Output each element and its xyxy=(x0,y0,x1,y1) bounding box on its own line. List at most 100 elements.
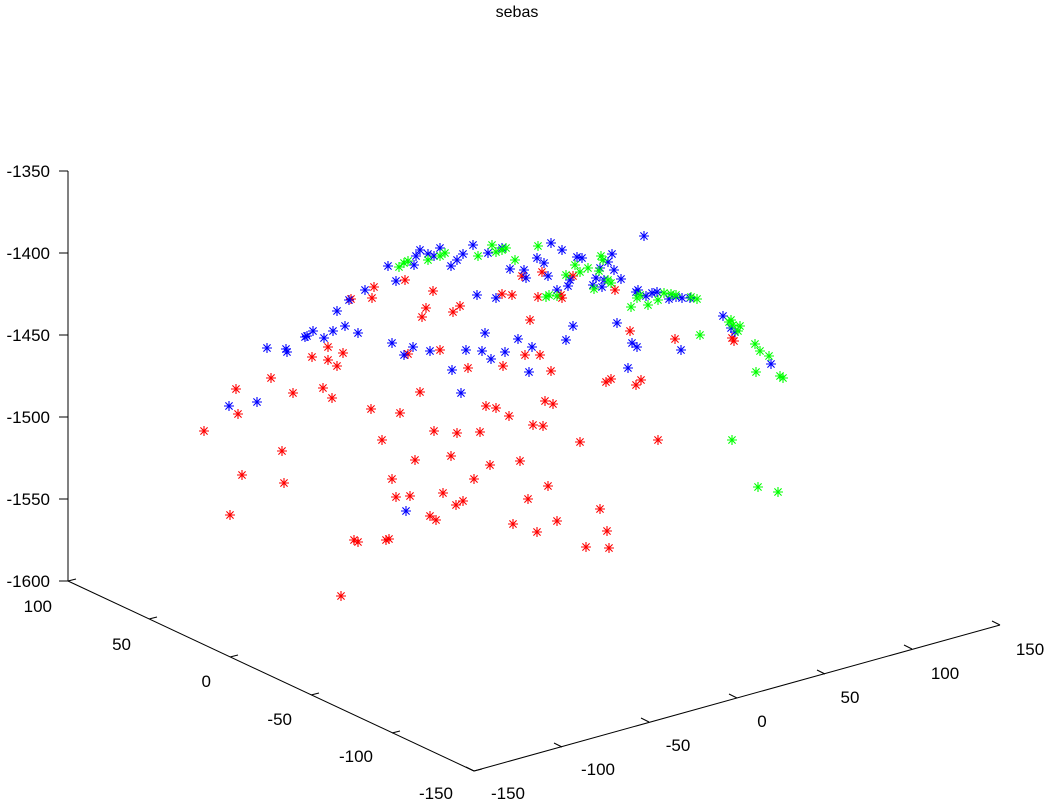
data-point-series-2 xyxy=(666,289,676,299)
data-point-series-2 xyxy=(552,291,562,301)
data-point-series-0 xyxy=(403,349,413,359)
data-point-series-0 xyxy=(381,535,391,545)
data-point-series-1 xyxy=(565,275,575,285)
data-point-series-2 xyxy=(435,251,445,261)
data-point-series-0 xyxy=(429,426,439,436)
data-point-series-2 xyxy=(778,373,788,383)
data-point-series-0 xyxy=(625,326,635,336)
data-point-series-1 xyxy=(353,328,363,338)
data-point-series-0 xyxy=(469,474,479,484)
data-point-series-1 xyxy=(401,506,411,516)
data-point-series-2 xyxy=(733,326,743,336)
data-point-series-2 xyxy=(501,243,511,253)
data-point-series-1 xyxy=(572,252,582,262)
data-point-series-0 xyxy=(435,345,445,355)
data-point-series-0 xyxy=(485,460,495,470)
data-point-series-2 xyxy=(728,320,738,330)
data-point-series-0 xyxy=(491,403,501,413)
data-point-series-0 xyxy=(546,366,556,376)
data-point-series-1 xyxy=(472,290,482,300)
data-point-series-1 xyxy=(612,318,622,328)
data-point-series-2 xyxy=(755,346,765,356)
data-point-series-1 xyxy=(491,293,501,303)
data-point-series-0 xyxy=(504,411,514,421)
data-point-series-0 xyxy=(497,289,507,299)
data-point-series-1 xyxy=(468,240,478,250)
x-axis: -150 -100 -50 0 50 100 150 xyxy=(465,620,1044,801)
data-point-series-0 xyxy=(636,375,646,385)
data-point-series-0 xyxy=(543,481,553,491)
data-point-series-0 xyxy=(532,527,542,537)
data-point-series-0 xyxy=(515,456,525,466)
data-point-series-0 xyxy=(458,496,468,506)
data-point-series-0 xyxy=(405,491,415,501)
data-point-series-2 xyxy=(497,245,507,255)
y-tick-label: -100 xyxy=(339,747,373,766)
data-point-series-0 xyxy=(601,377,611,387)
data-point-series-1 xyxy=(262,343,272,353)
data-point-series-1 xyxy=(577,253,587,263)
data-point-series-2 xyxy=(635,290,645,300)
data-point-series-0 xyxy=(602,526,612,536)
data-point-series-1 xyxy=(597,282,607,292)
data-point-series-0 xyxy=(548,399,558,409)
data-point-series-0 xyxy=(323,342,333,352)
data-point-series-1 xyxy=(387,338,397,348)
data-point-series-1 xyxy=(609,265,619,275)
data-point-series-0 xyxy=(327,393,337,403)
data-point-series-1 xyxy=(513,334,523,344)
data-point-series-1 xyxy=(328,326,338,336)
data-point-series-1 xyxy=(399,350,409,360)
data-point-series-1 xyxy=(477,346,487,356)
data-point-series-2 xyxy=(594,266,604,276)
data-point-series-0 xyxy=(199,426,209,436)
x-tick-mark xyxy=(816,669,826,675)
x-tick-label: -150 xyxy=(491,784,525,801)
data-point-series-0 xyxy=(538,421,548,431)
data-point-series-1 xyxy=(730,327,740,337)
data-point-series-1 xyxy=(461,345,471,355)
data-point-series-2 xyxy=(487,240,497,250)
data-point-series-1 xyxy=(308,326,318,336)
y-tick-mark xyxy=(148,616,158,620)
data-point-series-2 xyxy=(583,263,593,273)
data-point-series-0 xyxy=(417,312,427,322)
data-point-series-0 xyxy=(508,519,518,529)
data-point-series-1 xyxy=(641,291,651,301)
data-point-series-0 xyxy=(438,488,448,498)
data-point-series-1 xyxy=(543,271,553,281)
data-point-series-0 xyxy=(475,427,485,437)
data-point-series-1 xyxy=(411,251,421,261)
data-point-series-1 xyxy=(319,333,329,343)
data-point-series-2 xyxy=(491,247,501,257)
data-point-series-2 xyxy=(598,255,608,265)
y-tick-label: 50 xyxy=(112,635,131,654)
data-point-series-2 xyxy=(533,241,543,251)
x-tick-mark xyxy=(465,766,475,772)
data-point-series-0 xyxy=(231,384,241,394)
data-point-series-2 xyxy=(596,251,606,261)
data-point-series-2 xyxy=(775,371,785,381)
data-point-series-0 xyxy=(610,285,620,295)
data-point-series-1 xyxy=(718,311,728,321)
data-point-series-2 xyxy=(570,260,580,270)
data-point-series-0 xyxy=(428,286,438,296)
data-point-series-0 xyxy=(338,348,348,358)
data-point-series-0 xyxy=(425,511,435,521)
data-point-series-1 xyxy=(458,249,468,259)
z-tick-label: -1450 xyxy=(7,326,50,345)
data-point-series-1 xyxy=(344,295,354,305)
data-point-series-2 xyxy=(751,367,761,377)
x-tick-mark xyxy=(728,693,738,699)
data-point-series-1 xyxy=(616,274,626,284)
y-axis: 100 50 0 -50 -100 -150 xyxy=(24,578,483,801)
data-point-series-1 xyxy=(435,243,445,253)
y-tick-mark xyxy=(310,692,320,696)
data-point-series-0 xyxy=(395,408,405,418)
data-point-series-0 xyxy=(332,361,342,371)
data-point-series-1 xyxy=(676,345,686,355)
data-point-series-2 xyxy=(695,330,705,340)
data-point-series-2 xyxy=(541,292,551,302)
data-point-series-1 xyxy=(627,338,637,348)
